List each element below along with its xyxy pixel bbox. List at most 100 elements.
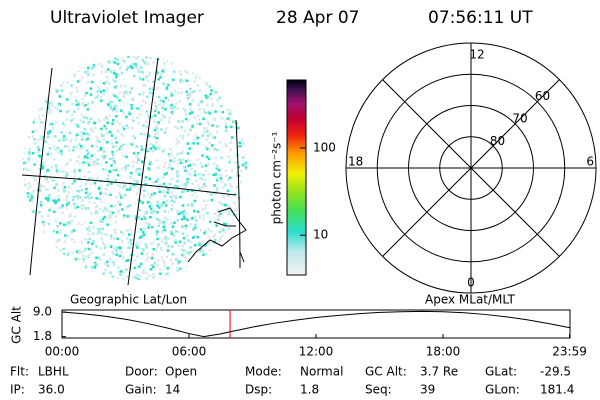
pixel (192, 72, 195, 75)
pixel (138, 93, 141, 96)
pixel (140, 252, 144, 255)
pixel (50, 101, 54, 105)
info-value: -29.5 (540, 365, 571, 379)
pixel (133, 178, 136, 182)
pixel (159, 202, 162, 206)
pixel (160, 183, 163, 187)
pixel (162, 165, 166, 168)
pixel (167, 237, 170, 240)
pixel (68, 276, 72, 279)
pixel (80, 113, 83, 116)
pixel (46, 78, 50, 81)
pixel (249, 179, 252, 182)
pixel (157, 146, 161, 150)
pixel (31, 200, 34, 203)
pixel (215, 176, 219, 180)
pixel (173, 156, 176, 160)
pixel (238, 144, 242, 148)
pixel (44, 187, 48, 191)
pixel (148, 177, 151, 181)
colorbar-label: photon cm⁻²s⁻¹ (270, 131, 284, 224)
pixel (60, 56, 63, 60)
pixel (156, 71, 159, 74)
pixel (96, 145, 99, 148)
pixel (204, 203, 208, 207)
pixel (188, 87, 192, 91)
pixel (214, 86, 217, 90)
pixel (143, 61, 147, 64)
pixel (110, 213, 114, 217)
pixel (65, 98, 69, 101)
pixel (24, 102, 27, 106)
pixel (244, 119, 247, 123)
pixel (199, 57, 203, 61)
pixel (28, 159, 31, 162)
pixel (79, 251, 82, 254)
pixel (202, 253, 205, 256)
pixel (79, 147, 82, 151)
pixel (194, 134, 197, 137)
pixel (183, 217, 186, 220)
pixel (239, 269, 243, 272)
pixel (31, 266, 35, 270)
pixel (74, 138, 78, 142)
pixel (149, 142, 152, 146)
pixel (103, 156, 106, 160)
pixel (98, 88, 101, 91)
pixel (61, 269, 65, 272)
pixel (162, 225, 165, 229)
pixel (82, 104, 85, 108)
pixel (137, 121, 140, 125)
pixel (35, 260, 39, 264)
pixel (23, 161, 26, 165)
pixel (154, 133, 158, 136)
pixel (241, 163, 245, 167)
pixel (33, 176, 36, 180)
pixel (234, 245, 238, 249)
pixel (140, 173, 143, 177)
pixel (84, 155, 87, 158)
pixel (126, 126, 130, 129)
pixel (119, 246, 122, 250)
pixel (23, 230, 27, 233)
pixel (185, 280, 188, 283)
pixel (133, 74, 136, 78)
pixel (62, 64, 65, 67)
pixel (168, 57, 172, 60)
pixel (141, 99, 145, 103)
pixel (124, 169, 127, 172)
pixel (115, 109, 118, 112)
pixel (86, 137, 89, 141)
pixel (57, 249, 60, 252)
pixel (246, 192, 247, 195)
pixel (189, 128, 192, 132)
pixel (222, 222, 226, 226)
pixel (37, 148, 41, 152)
pixel (93, 201, 96, 205)
pixel (193, 226, 197, 230)
pixel (146, 201, 150, 204)
pixel (229, 148, 232, 152)
pixel (224, 117, 228, 121)
pixel (205, 262, 209, 265)
pixel (125, 68, 129, 72)
pixel (176, 59, 180, 62)
pixel (147, 73, 151, 77)
pixel (231, 104, 234, 107)
pixel (201, 134, 205, 137)
pixel (167, 153, 171, 156)
pixel (135, 244, 138, 247)
pixel (59, 149, 63, 153)
pixel (120, 71, 124, 75)
pixel (161, 150, 165, 153)
pixel (160, 221, 164, 224)
pixel (60, 170, 64, 173)
pixel (226, 189, 230, 193)
pixel (205, 127, 208, 130)
pixel (54, 147, 58, 151)
pixel (235, 174, 239, 177)
pixel (65, 110, 69, 114)
pixel (100, 232, 104, 235)
pixel (144, 156, 147, 160)
pixel (29, 210, 33, 214)
